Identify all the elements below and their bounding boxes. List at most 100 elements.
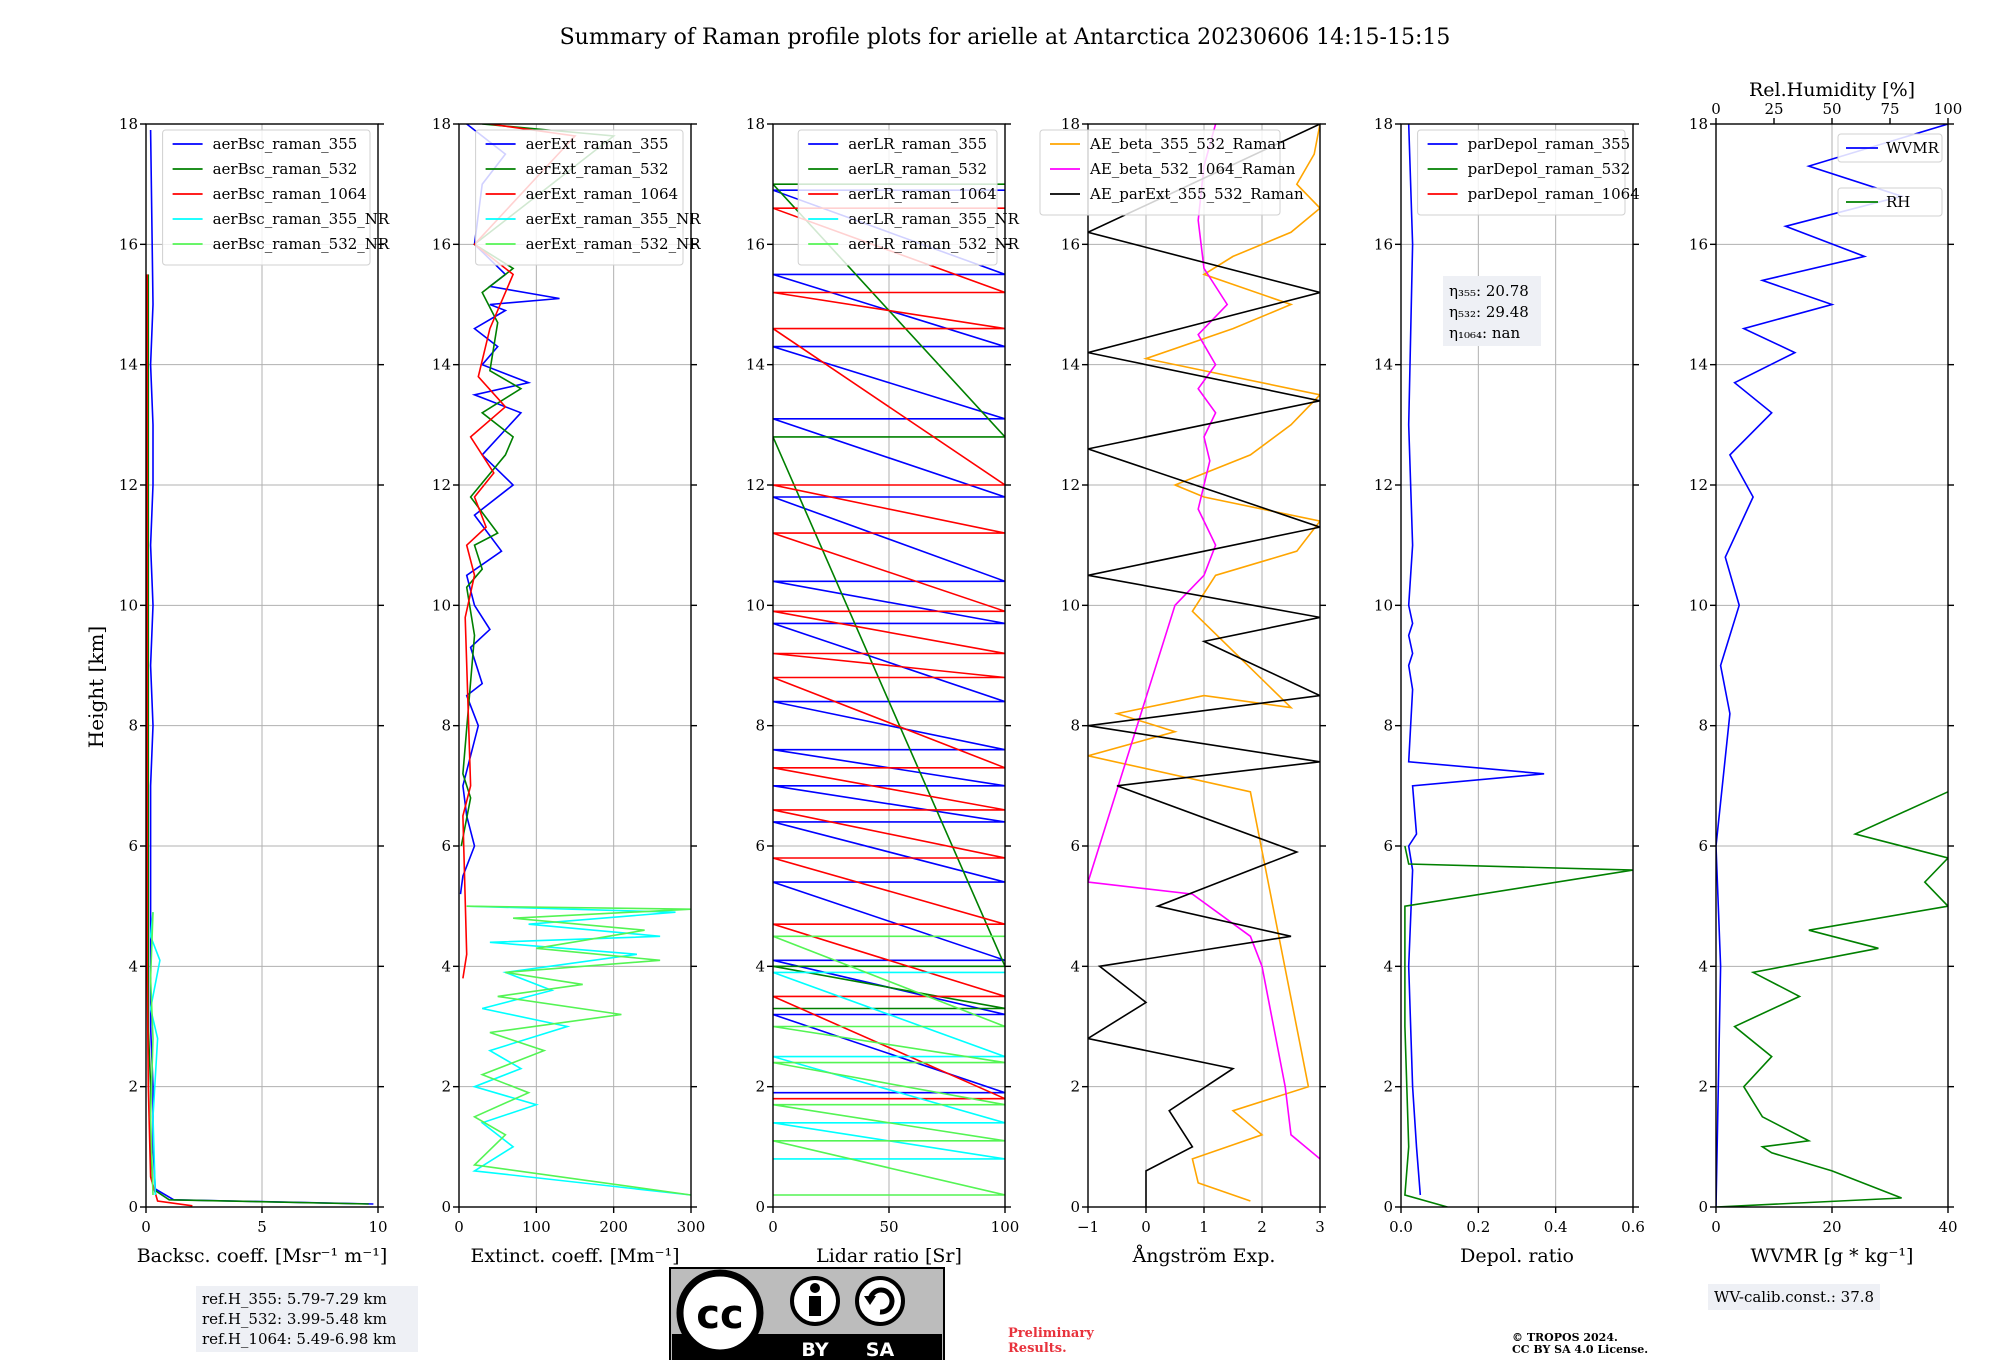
panel-5: 0 2 4 6 8 10 12 14 16 18 0.0 0.2 0.4 0.6 Depol. ratio p…: [1374, 115, 1645, 1267]
y-tick-label: 4: [128, 957, 138, 975]
y-tick-label: 18: [1689, 115, 1708, 133]
ref-height-1064: ref.H_1064: 5.49-6.98 km: [202, 1330, 397, 1348]
series-line-aerExt_raman_355_NR: [466, 905, 691, 1196]
y-tick-label: 18: [746, 115, 765, 133]
y-tick-label: 4: [1070, 957, 1080, 975]
eta-box: η₃₅₅: 20.78 η₅₃₂: 29.48 η₁₀₆₄: nan: [1443, 276, 1541, 346]
copyright-note: © TROPOS 2024. CC BY SA 4.0 License.: [1512, 1332, 1648, 1356]
series-line-parDepol_raman_532: [1404, 845, 1633, 1207]
legend-label: aerLR_raman_355: [848, 135, 987, 153]
y-tick-label: 14: [119, 356, 138, 374]
x-tick-label: 0: [1711, 1218, 1721, 1236]
x-tick-label: 200: [599, 1218, 628, 1236]
series-line-aerBsc_raman_532_NR: [149, 912, 154, 1196]
x-tick-label: 0: [1141, 1218, 1151, 1236]
legend-label: parDepol_raman_1064: [1468, 185, 1640, 203]
series-line-aerBsc_raman_1064: [146, 274, 193, 1207]
y-tick-label: 14: [746, 356, 765, 374]
x-tick-label: 40: [1938, 1218, 1957, 1236]
x-axis-label: Ångström Exp.: [1132, 1245, 1276, 1267]
y-tick-label: 0: [1698, 1198, 1708, 1216]
series-group: [1716, 124, 1948, 1207]
y-tick-label: 2: [1383, 1078, 1393, 1096]
x-tick-label: 3: [1315, 1218, 1325, 1236]
cc-license-badge: cc BY SA: [669, 1267, 945, 1360]
y-tick-label: 18: [119, 115, 138, 133]
cc-text: cc: [696, 1292, 743, 1338]
y-tick-label: 2: [1698, 1078, 1708, 1096]
legend-label: aerExt_raman_355_NR: [526, 210, 702, 228]
x2-tick-label: 75: [1880, 100, 1899, 118]
series-line-aerExt_raman_1064: [462, 124, 577, 979]
y-tick-label: 4: [1383, 957, 1393, 975]
series-group: [1088, 124, 1320, 1207]
x2-tick-label: 50: [1822, 100, 1841, 118]
x-tick-label: 50: [879, 1218, 898, 1236]
x-tick-label: 2: [1257, 1218, 1267, 1236]
y-tick-label: 12: [432, 476, 451, 494]
y-tick-label: 4: [1698, 957, 1708, 975]
y-tick-label: 10: [1061, 596, 1080, 614]
x-tick-label: −1: [1077, 1218, 1099, 1236]
legend-label: AE_parExt_355_532_Raman: [1089, 185, 1304, 203]
x2-tick-label: 25: [1764, 100, 1783, 118]
y-tick-label: 6: [1383, 837, 1393, 855]
y-tick-label: 0: [755, 1198, 765, 1216]
x-tick-label: 1: [1199, 1218, 1209, 1236]
x-tick-label: 0.0: [1389, 1218, 1413, 1236]
series-group: [1404, 124, 1633, 1207]
y-tick-label: 8: [1070, 717, 1080, 735]
legend-label: parDepol_raman_532: [1468, 160, 1631, 178]
y-tick-label: 6: [1070, 837, 1080, 855]
legend-panel-2: aerExt_raman_355 aerExt_raman_532 aerExt_r…: [475, 129, 702, 266]
x-tick-label: 0: [141, 1218, 151, 1236]
y-tick-label: 10: [119, 596, 138, 614]
ref-heights-box: ref.H_355: 5.79-7.29 km ref.H_532: 3.99-…: [196, 1286, 418, 1352]
series-line-aerExt_raman_532_NR: [466, 905, 691, 1196]
y-tick-label: 14: [1061, 356, 1080, 374]
y-tick-label: 12: [746, 476, 765, 494]
legend-panel-4: AE_beta_355_532_Raman AE_beta_532_1064_Ra…: [1039, 129, 1304, 216]
eta-value: η₃₅₅: 20.78: [1449, 282, 1529, 300]
series-line-AE_beta_532_1064_Raman: [1088, 124, 1320, 1160]
series-line-aerLR_raman_355_NR: [773, 971, 1005, 1160]
y-tick-label: 10: [746, 596, 765, 614]
sa-icon: [855, 1276, 905, 1326]
series-group: [459, 124, 691, 1196]
x-tick-label: 0: [454, 1218, 464, 1236]
x-tick-label: 0.6: [1621, 1218, 1645, 1236]
legend-label: aerBsc_raman_532_NR: [213, 235, 390, 253]
panel-2: 0 2 4 6 8 10 12 14 16 18 0 100 200 300 Extinct. coeff.…: [432, 115, 705, 1267]
x-tick-label: 100: [522, 1218, 551, 1236]
x-tick-label: 5: [257, 1218, 267, 1236]
y-tick-label: 16: [432, 235, 451, 253]
legend-label: RH: [1886, 193, 1910, 211]
y-tick-label: 6: [441, 837, 451, 855]
legend-label: aerExt_raman_355: [526, 135, 669, 153]
y-tick-label: 4: [755, 957, 765, 975]
legend-label: aerLR_raman_532_NR: [848, 235, 1019, 253]
y-tick-label: 14: [1374, 356, 1393, 374]
x-axis-label: Lidar ratio [Sr]: [816, 1245, 962, 1267]
y-tick-label: 16: [1689, 235, 1708, 253]
legend-label: WVMR: [1886, 139, 1940, 157]
legend-label: aerExt_raman_532: [526, 160, 669, 178]
series-line-WVMR: [1716, 124, 1948, 1207]
legend-panel-3: aerLR_raman_355 aerLR_raman_532 aerLR_rama…: [797, 129, 1020, 266]
y-tick-label: 0: [441, 1198, 451, 1216]
legend-label: aerExt_raman_532_NR: [526, 235, 702, 253]
legend-label: aerBsc_raman_532: [213, 160, 358, 178]
series-line-AE_parExt_355_532_Raman: [1088, 124, 1320, 1207]
x2-tick-label: 0: [1711, 100, 1721, 118]
legend-label: aerBsc_raman_355: [213, 135, 358, 153]
panel-1: 0 2 4 6 8 10 12 14 16 18 0 5 10 Backsc. coeff. [Msr⁻¹…: [119, 115, 390, 1267]
x-tick-label: 0.2: [1466, 1218, 1490, 1236]
legend-label: aerBsc_raman_355_NR: [213, 210, 390, 228]
legend-label: aerLR_raman_1064: [848, 185, 996, 203]
x2-axis-label: Rel.Humidity [%]: [1749, 79, 1915, 101]
preliminary-note: Preliminary Results.: [1008, 1326, 1094, 1356]
y-axis-label: Height [km]: [84, 626, 108, 748]
legend-label: aerBsc_raman_1064: [213, 185, 367, 203]
ref-height-532: ref.H_532: 3.99-5.48 km: [202, 1310, 387, 1328]
